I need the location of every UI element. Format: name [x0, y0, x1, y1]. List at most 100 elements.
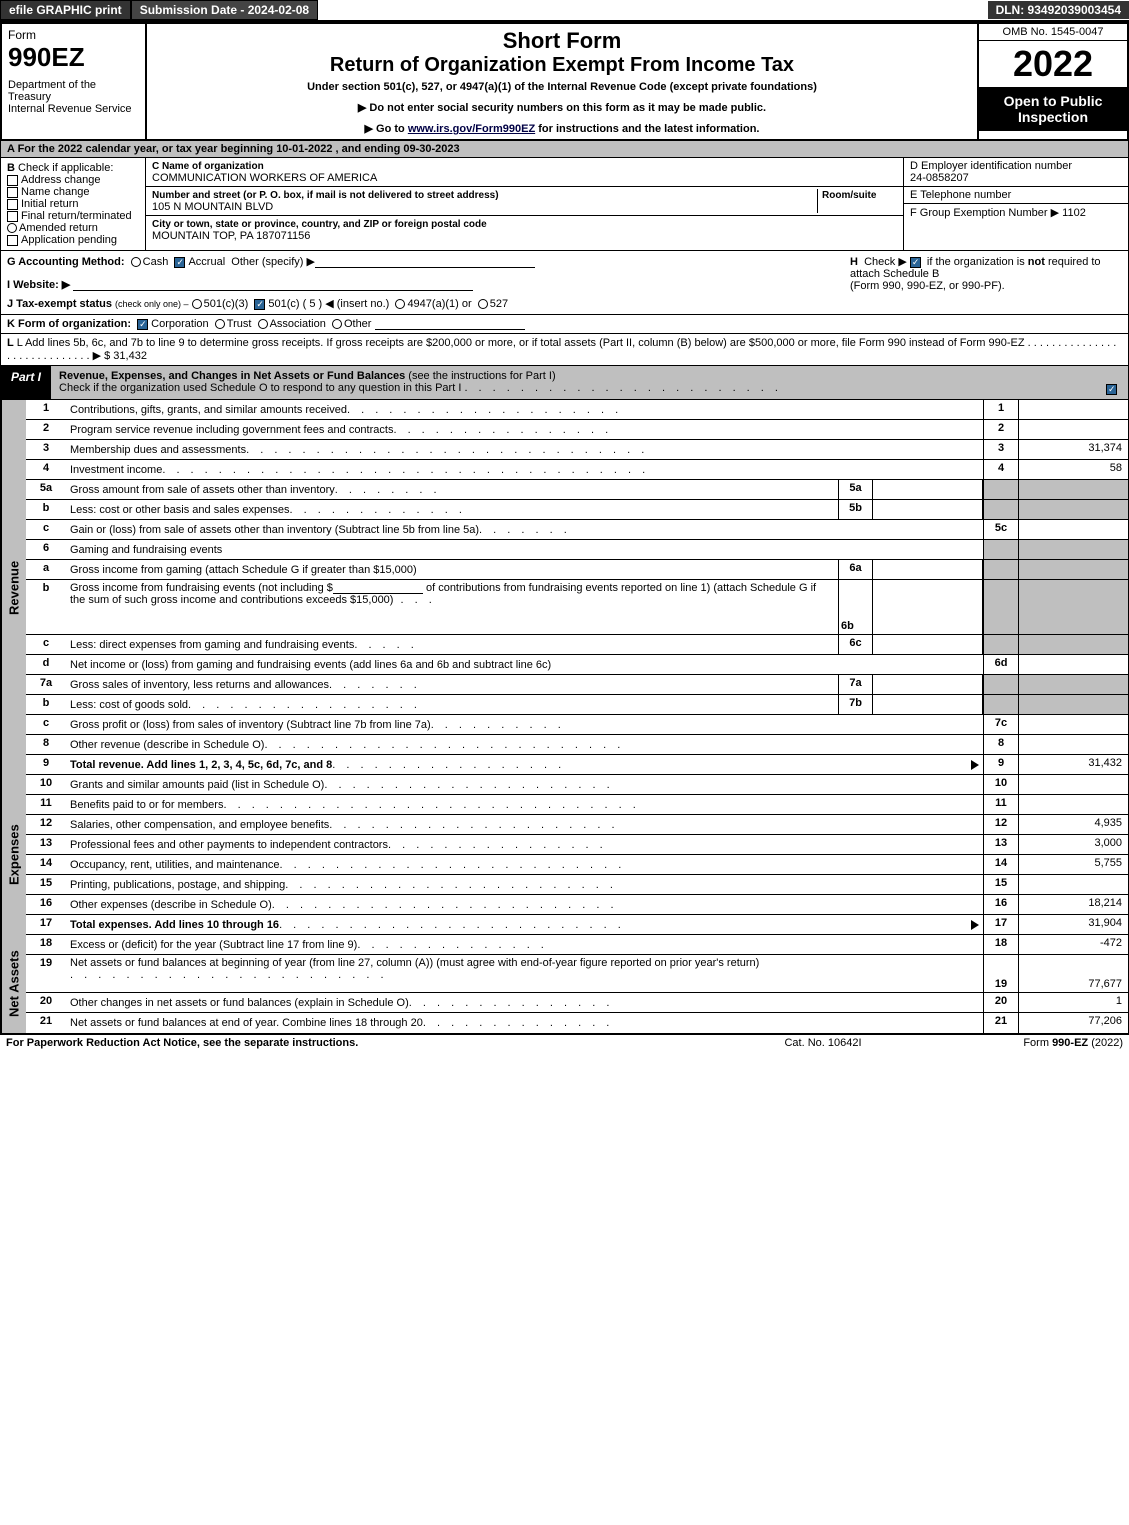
line-6-shaded-val: [1018, 540, 1128, 559]
line-9-rnum: 9: [983, 755, 1018, 774]
checkbox-schedule-o-used[interactable]: [1106, 384, 1117, 395]
line-17-desc: Total expenses. Add lines 10 through 16: [70, 919, 279, 931]
omb-number: OMB No. 1545-0047: [979, 24, 1127, 41]
line-5b-mvalue: [873, 500, 983, 519]
line-6-shaded: [983, 540, 1018, 559]
line-6-num: 6: [26, 540, 66, 559]
header-center: Short Form Return of Organization Exempt…: [147, 24, 977, 139]
line-4-num: 4: [26, 460, 66, 479]
radio-other-org[interactable]: [332, 319, 342, 329]
line-1-desc: Contributions, gifts, grants, and simila…: [70, 404, 347, 416]
line-2-desc: Program service revenue including govern…: [70, 424, 393, 436]
line-18-value: -472: [1018, 935, 1128, 954]
line-14-desc: Occupancy, rent, utilities, and maintena…: [70, 859, 280, 871]
radio-amended-return[interactable]: [7, 223, 17, 233]
opt-name-change: Name change: [21, 186, 90, 198]
ein-value: 24-0858207: [910, 172, 969, 184]
checkbox-address-change[interactable]: [7, 175, 18, 186]
line-7c-desc: Gross profit or (loss) from sales of inv…: [70, 719, 431, 731]
radio-527[interactable]: [478, 299, 488, 309]
l-text: L Add lines 5b, 6c, and 7b to line 9 to …: [17, 337, 1025, 349]
expenses-section: Expenses 10Grants and similar amounts pa…: [0, 775, 1129, 935]
radio-4947a1[interactable]: [395, 299, 405, 309]
checkbox-schedule-b-not-required[interactable]: [910, 257, 921, 268]
form-ref-post: (2022): [1088, 1037, 1123, 1049]
line-6-desc: Gaming and fundraising events: [70, 544, 222, 556]
revenue-side-label: Revenue: [1, 400, 26, 775]
line-11-num: 11: [26, 795, 66, 814]
opt-application-pending: Application pending: [21, 234, 117, 246]
line-1-num: 1: [26, 400, 66, 419]
f-arrow: ▶: [1051, 207, 1059, 219]
radio-cash[interactable]: [131, 257, 141, 267]
j-label: J Tax-exempt status: [7, 298, 112, 310]
efile-print-label[interactable]: efile GRAPHIC print: [0, 0, 131, 20]
line-6b-mvalue: [873, 580, 983, 634]
checkbox-accrual[interactable]: [174, 257, 185, 268]
line-6b-num: b: [26, 580, 66, 634]
line-5a-num: 5a: [26, 480, 66, 499]
line-18-num: 18: [26, 935, 66, 954]
line-6d-desc: Net income or (loss) from gaming and fun…: [70, 659, 551, 671]
section-a-tax-year: A For the 2022 calendar year, or tax yea…: [0, 141, 1129, 158]
line-11-desc: Benefits paid to or for members: [70, 799, 223, 811]
line-3-value: 31,374: [1018, 440, 1128, 459]
line-7a-mvalue: [873, 675, 983, 694]
fundraising-amount-input[interactable]: [333, 582, 423, 594]
line-5a-desc: Gross amount from sale of assets other t…: [70, 484, 335, 496]
group-exemption-value: 1102: [1062, 207, 1086, 219]
checkbox-501c[interactable]: [254, 299, 265, 310]
checkbox-initial-return[interactable]: [7, 199, 18, 210]
line-1-rnum: 1: [983, 400, 1018, 419]
page-footer: For Paperwork Reduction Act Notice, see …: [0, 1034, 1129, 1051]
line-7c-rnum: 7c: [983, 715, 1018, 734]
gross-receipts-value: $ 31,432: [104, 350, 147, 362]
line-2-value: [1018, 420, 1128, 439]
line-6c-shaded: [983, 635, 1018, 654]
line-4-desc: Investment income: [70, 464, 162, 476]
checkbox-application-pending[interactable]: [7, 235, 18, 246]
form-header: Form 990EZ Department of the Treasury In…: [0, 22, 1129, 141]
line-7a-num: 7a: [26, 675, 66, 694]
line-13-desc: Professional fees and other payments to …: [70, 839, 388, 851]
checkbox-corporation[interactable]: [137, 319, 148, 330]
line-21-value: 77,206: [1018, 1013, 1128, 1033]
arrow-icon: [971, 760, 979, 770]
section-k: K Form of organization: Corporation Trus…: [0, 315, 1129, 334]
expenses-side-label: Expenses: [1, 775, 26, 935]
tax-year: 2022: [979, 41, 1127, 87]
net-assets-section: Net Assets 18Excess or (deficit) for the…: [0, 935, 1129, 1034]
opt-other-specify: Other (specify) ▶: [231, 256, 315, 268]
irs-link[interactable]: www.irs.gov/Form990EZ: [408, 123, 535, 135]
line-11-rnum: 11: [983, 795, 1018, 814]
section-c: C Name of organization COMMUNICATION WOR…: [146, 158, 903, 250]
radio-association[interactable]: [258, 319, 268, 329]
i-website-label: I Website: ▶: [7, 279, 70, 291]
website-input[interactable]: [73, 279, 473, 291]
line-17-value: 31,904: [1018, 915, 1128, 934]
line-7b-desc: Less: cost of goods sold: [70, 699, 188, 711]
line-6a-mnum: 6a: [838, 560, 873, 579]
line-19-rnum: 19: [983, 955, 1018, 992]
line-5c-desc: Gain or (loss) from sale of assets other…: [70, 524, 479, 536]
radio-trust[interactable]: [215, 319, 225, 329]
form-ref-bold: 990-EZ: [1052, 1037, 1088, 1049]
d-ein-label: D Employer identification number: [910, 160, 1072, 172]
radio-501c3[interactable]: [192, 299, 202, 309]
checkbox-name-change[interactable]: [7, 187, 18, 198]
opt-address-change: Address change: [21, 174, 101, 186]
line-7b-mnum: 7b: [838, 695, 873, 714]
line-21-num: 21: [26, 1013, 66, 1033]
e-phone-label: E Telephone number: [910, 189, 1011, 201]
line-15-num: 15: [26, 875, 66, 894]
part-i-tab: Part I: [1, 366, 51, 399]
checkbox-final-return[interactable]: [7, 211, 18, 222]
line-13-rnum: 13: [983, 835, 1018, 854]
title-short-form: Short Form: [155, 28, 969, 54]
line-15-rnum: 15: [983, 875, 1018, 894]
line-5b-shaded: [983, 500, 1018, 519]
other-method-input[interactable]: [315, 256, 535, 268]
opt-501c3: 501(c)(3): [204, 298, 249, 310]
line-20-rnum: 20: [983, 993, 1018, 1012]
other-org-input[interactable]: [375, 318, 525, 330]
